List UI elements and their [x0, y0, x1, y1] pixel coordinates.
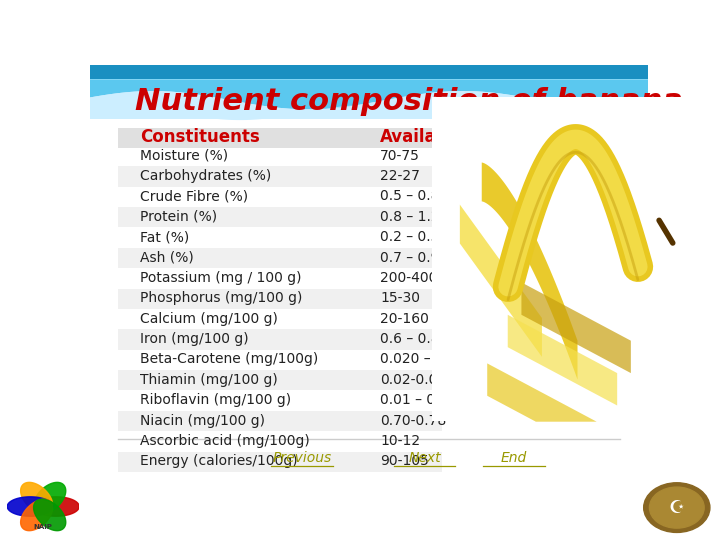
Text: Carbohydrates (%): Carbohydrates (%) [140, 169, 271, 183]
Text: Niacin (mg/100 g): Niacin (mg/100 g) [140, 414, 265, 428]
Text: Protein (%): Protein (%) [140, 210, 217, 224]
Text: Moisture (%): Moisture (%) [140, 148, 228, 163]
Text: Energy (calories/100g): Energy (calories/100g) [140, 454, 298, 468]
Text: 70-75: 70-75 [380, 148, 420, 163]
Text: 0.02-0.05: 0.02-0.05 [380, 373, 446, 387]
Text: ☪: ☪ [669, 498, 685, 517]
Polygon shape [7, 497, 53, 516]
Text: Potassium (mg / 100 g): Potassium (mg / 100 g) [140, 271, 302, 285]
Polygon shape [90, 79, 648, 109]
Text: Fat (%): Fat (%) [140, 230, 189, 244]
Text: Previous: Previous [272, 451, 332, 465]
FancyBboxPatch shape [118, 451, 441, 472]
Polygon shape [34, 499, 66, 531]
Text: 90-105: 90-105 [380, 454, 429, 468]
Circle shape [644, 483, 710, 532]
Polygon shape [21, 499, 53, 531]
FancyBboxPatch shape [118, 329, 441, 350]
Text: Calcium (mg/100 g): Calcium (mg/100 g) [140, 312, 278, 326]
Polygon shape [90, 91, 648, 120]
Text: 0.6 – 0.8: 0.6 – 0.8 [380, 332, 440, 346]
Text: Crude Fibre (%): Crude Fibre (%) [140, 190, 248, 204]
FancyBboxPatch shape [90, 65, 648, 119]
Text: Ascorbic acid (mg/100g): Ascorbic acid (mg/100g) [140, 434, 310, 448]
Text: 0.7 – 0.9: 0.7 – 0.9 [380, 251, 440, 265]
FancyBboxPatch shape [118, 370, 441, 390]
Text: Iron (mg/100 g): Iron (mg/100 g) [140, 332, 249, 346]
Text: 22-27: 22-27 [380, 169, 420, 183]
Text: 200-400: 200-400 [380, 271, 438, 285]
Polygon shape [34, 482, 66, 514]
Polygon shape [33, 497, 79, 516]
FancyBboxPatch shape [432, 97, 706, 421]
Text: 0.01 – 0.5: 0.01 – 0.5 [380, 393, 449, 407]
Text: Phosphorus (mg/100 g): Phosphorus (mg/100 g) [140, 292, 302, 305]
Text: NAIP: NAIP [34, 524, 53, 530]
Text: Nutrient composition of banana: Nutrient composition of banana [135, 87, 683, 116]
FancyBboxPatch shape [118, 207, 441, 227]
Text: Ash (%): Ash (%) [140, 251, 194, 265]
Circle shape [649, 487, 704, 528]
Text: 0.70-0.78: 0.70-0.78 [380, 414, 446, 428]
Text: Availability: Availability [380, 129, 485, 146]
Text: 15-30: 15-30 [380, 292, 420, 305]
Text: Beta-Carotene (mg/100g): Beta-Carotene (mg/100g) [140, 353, 318, 367]
Text: Thiamin (mg/100 g): Thiamin (mg/100 g) [140, 373, 278, 387]
Text: Constituents: Constituents [140, 129, 260, 146]
Text: 0.8 – 1.2: 0.8 – 1.2 [380, 210, 440, 224]
FancyBboxPatch shape [118, 411, 441, 431]
FancyBboxPatch shape [118, 288, 441, 309]
Text: 20-160: 20-160 [380, 312, 429, 326]
FancyBboxPatch shape [118, 166, 441, 187]
FancyBboxPatch shape [118, 127, 441, 148]
Text: End: End [501, 451, 527, 465]
FancyBboxPatch shape [90, 65, 648, 79]
Text: 0.2 – 0.3: 0.2 – 0.3 [380, 230, 439, 244]
FancyBboxPatch shape [118, 248, 441, 268]
Text: Riboflavin (mg/100 g): Riboflavin (mg/100 g) [140, 393, 292, 407]
Text: 0.5 – 0.8: 0.5 – 0.8 [380, 190, 440, 204]
Text: Next: Next [408, 451, 441, 465]
Text: 0.020 – 0.025: 0.020 – 0.025 [380, 353, 474, 367]
Text: 10-12: 10-12 [380, 434, 420, 448]
Polygon shape [21, 482, 53, 514]
